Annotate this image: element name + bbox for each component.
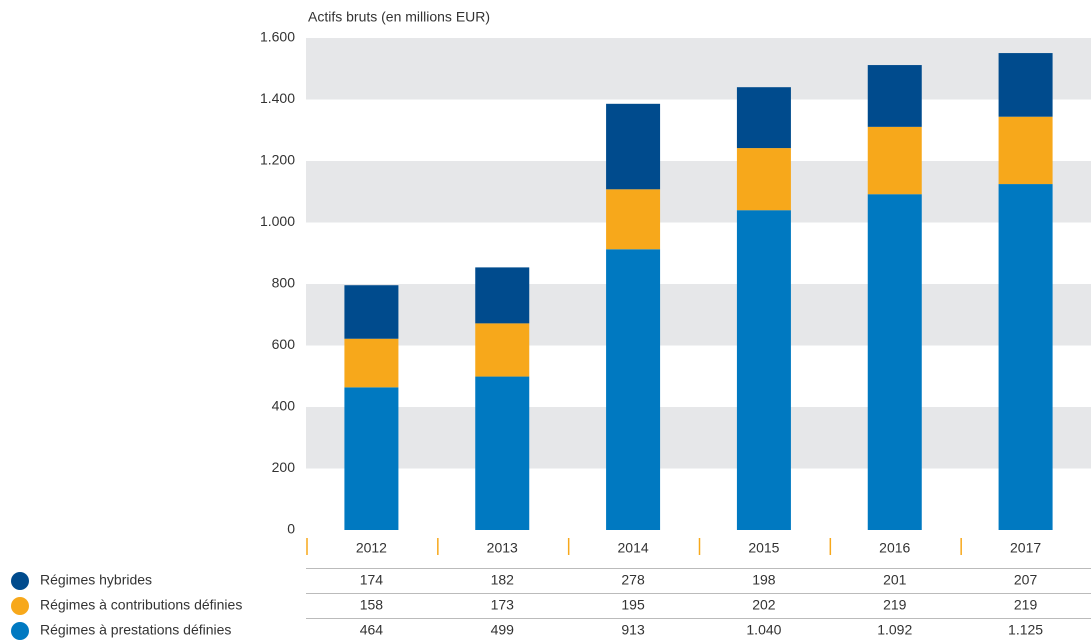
bar-segment xyxy=(606,189,661,250)
legend-swatch xyxy=(11,597,29,615)
table-value: 173 xyxy=(491,597,515,613)
table-value: 201 xyxy=(883,572,907,588)
y-tick-label: 1.000 xyxy=(260,213,295,229)
legend-label: Régimes à contributions définies xyxy=(40,597,242,613)
x-tick-label: 2015 xyxy=(748,540,779,556)
y-tick-label: 800 xyxy=(272,275,296,291)
table-value: 1.040 xyxy=(746,622,781,638)
bar-segment xyxy=(475,376,530,530)
x-tick-label: 2013 xyxy=(487,540,518,556)
y-tick-label: 200 xyxy=(272,459,296,475)
grid-band xyxy=(306,38,1091,100)
grid-band xyxy=(306,284,1091,346)
bar-segment xyxy=(475,267,530,324)
table-value: 278 xyxy=(621,572,645,588)
y-tick-label: 1.200 xyxy=(260,152,295,168)
y-tick-label: 0 xyxy=(287,521,295,537)
y-axis-label: Actifs bruts (en millions EUR) xyxy=(308,9,490,25)
bar-segment xyxy=(736,210,791,530)
table-value: 195 xyxy=(621,597,645,613)
legend-swatch xyxy=(11,622,29,640)
table-value: 207 xyxy=(1014,572,1038,588)
bar-segment xyxy=(867,194,922,530)
table-value: 182 xyxy=(491,572,515,588)
x-tick-label: 2016 xyxy=(879,540,910,556)
bar-segment xyxy=(998,184,1053,530)
y-tick-label: 400 xyxy=(272,398,296,414)
bar-segment xyxy=(606,249,661,530)
bar-segment xyxy=(867,65,922,127)
bar-segment xyxy=(344,285,399,339)
table-value: 913 xyxy=(621,622,645,638)
y-tick-label: 600 xyxy=(272,336,296,352)
bar-segment xyxy=(344,338,399,388)
y-tick-label: 1.400 xyxy=(260,90,295,106)
bar-segment xyxy=(344,387,399,530)
bar-segment xyxy=(867,126,922,195)
bar-segment xyxy=(998,116,1053,185)
legend-label: Régimes à prestations définies xyxy=(40,622,231,638)
legend-swatch xyxy=(11,572,29,590)
table-value: 464 xyxy=(360,622,384,638)
table-value: 1.125 xyxy=(1008,622,1043,638)
bar-segment xyxy=(736,148,791,211)
table-value: 219 xyxy=(1014,597,1038,613)
grid-band xyxy=(306,161,1091,223)
grid-band xyxy=(306,407,1091,469)
table-value: 158 xyxy=(360,597,384,613)
y-tick-label: 1.600 xyxy=(260,29,295,45)
table-value: 174 xyxy=(360,572,384,588)
table-value: 1.092 xyxy=(877,622,912,638)
table-value: 202 xyxy=(752,597,776,613)
bar-segment xyxy=(736,87,791,149)
x-tick-label: 2014 xyxy=(618,540,649,556)
table-value: 499 xyxy=(491,622,515,638)
x-tick-label: 2017 xyxy=(1010,540,1041,556)
bar-segment xyxy=(998,53,1053,117)
bar-segment xyxy=(475,323,530,377)
bar-segment xyxy=(606,103,661,190)
legend-label: Régimes hybrides xyxy=(40,572,152,588)
x-tick-label: 2012 xyxy=(356,540,387,556)
table-value: 198 xyxy=(752,572,776,588)
table-value: 219 xyxy=(883,597,907,613)
